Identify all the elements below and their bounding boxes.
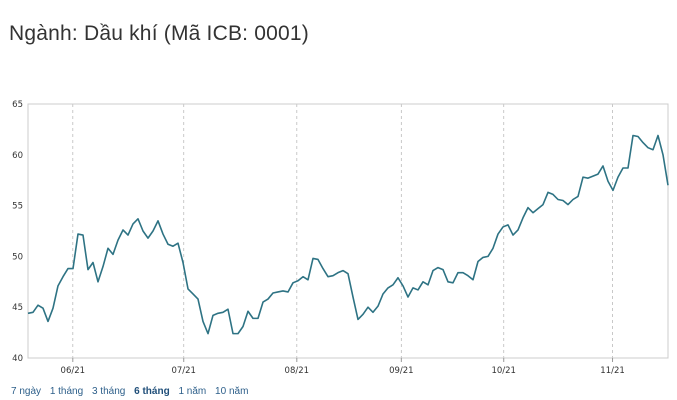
y-tick-label: 45 — [12, 303, 23, 313]
range-10y[interactable]: 10 năm — [215, 386, 249, 397]
x-axis: 06/21 07/21 08/21 09/21 10/21 11/21 — [61, 358, 625, 376]
y-tick-label: 40 — [12, 354, 23, 364]
y-axis: 40 45 50 55 60 65 — [12, 100, 23, 364]
x-tick-label: 08/21 — [285, 366, 310, 376]
range-7d[interactable]: 7 ngày — [11, 386, 42, 397]
page-title: Ngành: Dầu khí (Mã ICB: 0001) — [9, 22, 309, 45]
x-tick-label: 11/21 — [600, 366, 625, 376]
plot-frame — [27, 103, 669, 359]
x-tick-label: 07/21 — [171, 366, 196, 376]
grid-lines — [72, 104, 613, 358]
y-tick-label: 50 — [12, 252, 23, 262]
line-chart: 40 45 50 55 60 65 06/21 07/21 08/21 09/21 10/21 11… — [12, 100, 669, 376]
data-points — [28, 135, 668, 333]
series-line — [27, 134, 669, 335]
y-tick-label: 55 — [12, 202, 23, 212]
x-tick-label: 10/21 — [491, 366, 516, 376]
range-6m[interactable]: 6 tháng — [134, 386, 170, 397]
x-tick-label: 06/21 — [61, 366, 86, 376]
y-tick-label: 65 — [12, 100, 23, 110]
range-1m[interactable]: 1 tháng — [49, 386, 84, 397]
range-1y[interactable]: 1 năm — [178, 386, 207, 397]
range-3m[interactable]: 3 tháng — [91, 386, 126, 397]
time-range-selector: 7 ngày 1 tháng 3 tháng 6 tháng 1 năm 10 … — [11, 386, 254, 397]
x-tick-label: 09/21 — [389, 366, 414, 376]
y-tick-label: 60 — [12, 151, 23, 161]
